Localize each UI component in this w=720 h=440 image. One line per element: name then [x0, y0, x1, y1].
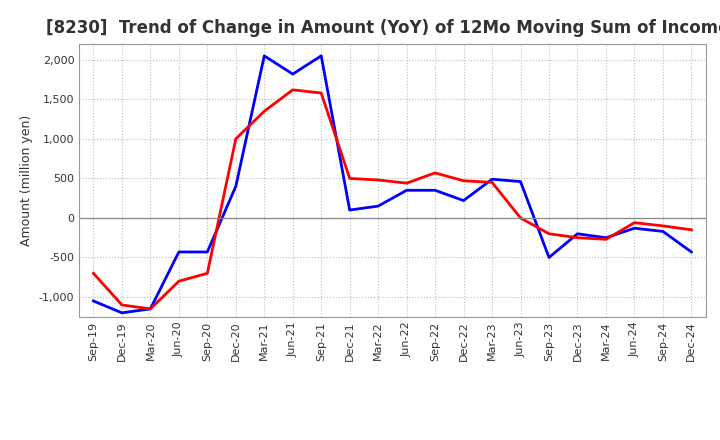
Title: [8230]  Trend of Change in Amount (YoY) of 12Mo Moving Sum of Incomes: [8230] Trend of Change in Amount (YoY) o… — [45, 19, 720, 37]
Ordinary Income — [374, 203, 382, 209]
Ordinary Income — [402, 187, 411, 193]
Ordinary Income — [487, 176, 496, 182]
Net Income — [402, 180, 411, 186]
Ordinary Income — [203, 249, 212, 255]
Ordinary Income — [630, 226, 639, 231]
Net Income — [459, 178, 468, 183]
Net Income — [89, 271, 98, 276]
Ordinary Income — [545, 255, 554, 260]
Ordinary Income — [289, 71, 297, 77]
Net Income — [117, 302, 126, 308]
Ordinary Income — [260, 53, 269, 59]
Ordinary Income — [317, 53, 325, 59]
Ordinary Income — [174, 249, 183, 255]
Line: Ordinary Income: Ordinary Income — [94, 56, 691, 313]
Ordinary Income — [146, 306, 155, 312]
Net Income — [174, 279, 183, 284]
Ordinary Income — [459, 198, 468, 203]
Net Income — [289, 87, 297, 92]
Net Income — [573, 235, 582, 240]
Net Income — [374, 177, 382, 183]
Ordinary Income — [516, 179, 525, 184]
Ordinary Income — [573, 231, 582, 236]
Net Income — [317, 90, 325, 95]
Ordinary Income — [659, 229, 667, 234]
Ordinary Income — [431, 187, 439, 193]
Ordinary Income — [687, 249, 696, 255]
Ordinary Income — [117, 310, 126, 315]
Net Income — [630, 220, 639, 225]
Net Income — [260, 109, 269, 114]
Net Income — [203, 271, 212, 276]
Net Income — [232, 136, 240, 142]
Net Income — [687, 227, 696, 232]
Net Income — [545, 231, 554, 236]
Net Income — [516, 215, 525, 220]
Net Income — [487, 180, 496, 185]
Y-axis label: Amount (million yen): Amount (million yen) — [20, 115, 33, 246]
Line: Net Income: Net Income — [94, 90, 691, 309]
Net Income — [431, 170, 439, 176]
Net Income — [659, 223, 667, 228]
Ordinary Income — [89, 298, 98, 304]
Net Income — [146, 306, 155, 312]
Ordinary Income — [346, 207, 354, 213]
Ordinary Income — [232, 183, 240, 189]
Net Income — [346, 176, 354, 181]
Net Income — [602, 237, 611, 242]
Ordinary Income — [602, 235, 611, 240]
